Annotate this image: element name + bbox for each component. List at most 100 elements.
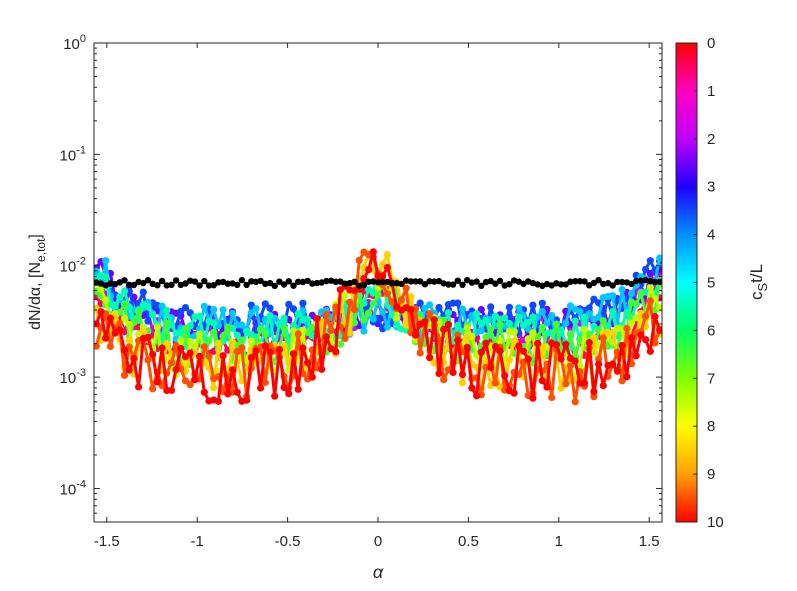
data-point [266, 312, 274, 320]
data-point [548, 311, 556, 320]
data-point [407, 293, 415, 301]
data-point [464, 276, 471, 284]
data-point [393, 314, 401, 322]
data-point [149, 350, 157, 359]
data-point [247, 354, 255, 362]
x-tick-label: -0.5 [275, 533, 301, 550]
data-point [609, 360, 617, 368]
data-point [524, 335, 532, 343]
data-point [538, 323, 546, 331]
data-point [463, 343, 471, 351]
data-point [214, 339, 222, 348]
y-axis: 10-4 10-3 10-2 10-1 100 [60, 33, 662, 523]
data-point [154, 282, 161, 289]
data-point [144, 303, 152, 311]
data-point [233, 331, 241, 339]
y-tick-label: 10-3 [60, 367, 86, 387]
data-point [369, 315, 377, 323]
data-point [271, 282, 278, 290]
data-point [505, 356, 513, 364]
data-point [646, 347, 654, 355]
data-point [613, 367, 622, 375]
data-point [289, 350, 298, 358]
data-point [623, 324, 631, 332]
data-point [609, 329, 617, 337]
data-point [600, 280, 607, 288]
data-point [365, 278, 372, 285]
data-point [350, 319, 359, 327]
data-point [97, 285, 105, 293]
data-point [430, 316, 438, 324]
data-point [271, 392, 279, 400]
data-point [285, 300, 293, 308]
data-point [529, 301, 537, 309]
data-point [94, 342, 100, 350]
data-point [585, 304, 593, 312]
data-point [538, 308, 546, 316]
data-point [247, 337, 255, 345]
data-point [158, 344, 166, 352]
data-point [280, 281, 288, 288]
data-point [106, 314, 114, 322]
data-point [599, 317, 607, 325]
data-point [477, 306, 485, 314]
data-point [224, 390, 232, 398]
data-point [120, 287, 129, 295]
data-point [505, 303, 513, 311]
data-point [637, 331, 645, 339]
data-point [332, 278, 339, 285]
data-point [383, 290, 391, 298]
data-point [449, 368, 457, 377]
colorbar-tick-label: 7 [707, 370, 715, 387]
data-point [196, 312, 204, 320]
data-point [501, 372, 509, 380]
data-point [566, 330, 575, 338]
data-point [496, 347, 504, 355]
data-point [116, 326, 124, 334]
colorbar-tick-label: 8 [707, 418, 715, 435]
data-point [266, 279, 274, 287]
data-point [248, 278, 255, 285]
data-point [266, 348, 274, 356]
data-point [304, 315, 312, 323]
data-point [463, 324, 471, 332]
data-point [426, 310, 434, 318]
data-point [102, 273, 110, 281]
data-point [458, 379, 467, 387]
data-point [501, 314, 509, 322]
data-point [473, 392, 481, 400]
data-point [158, 302, 166, 310]
data-point [534, 339, 542, 348]
data-point [407, 306, 415, 314]
colorbar-tick-label: 4 [707, 227, 715, 244]
data-point [177, 337, 185, 345]
data-point [449, 281, 457, 288]
series-layer [94, 248, 662, 406]
data-point [369, 300, 377, 308]
data-point [280, 383, 288, 391]
data-point [252, 305, 260, 313]
data-point [233, 388, 241, 396]
data-point [107, 280, 114, 287]
data-point [632, 314, 640, 322]
data-point [444, 320, 452, 329]
x-axis-label: α [373, 562, 384, 582]
data-point [280, 324, 288, 332]
data-point [181, 304, 190, 312]
data-point [350, 306, 359, 314]
data-point [289, 322, 298, 330]
data-point [618, 377, 626, 385]
y-tick-label: 10-4 [60, 478, 86, 498]
data-point [482, 333, 490, 341]
data-point [247, 309, 255, 317]
data-point [642, 336, 650, 344]
data-point [346, 329, 354, 337]
colorbar-tick-label: 5 [707, 275, 715, 292]
data-point [182, 280, 189, 287]
data-point [398, 280, 405, 288]
data-point [158, 277, 166, 285]
data-point [580, 379, 589, 387]
data-point [379, 278, 386, 286]
data-point [140, 279, 147, 287]
